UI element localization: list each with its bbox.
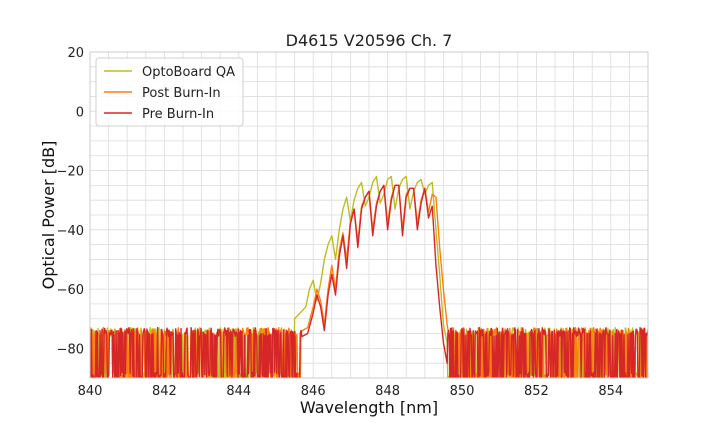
chart-title: D4615 V20596 Ch. 7 bbox=[286, 31, 453, 50]
legend-label-post-burn-in: Post Burn-In bbox=[142, 86, 221, 101]
y-tick-label: −80 bbox=[57, 342, 84, 357]
x-tick-label: 840 bbox=[78, 384, 103, 399]
y-tick-label: −20 bbox=[57, 165, 84, 180]
y-tick-label: −60 bbox=[57, 283, 84, 298]
plot-frame bbox=[89, 51, 649, 379]
x-tick-label: 842 bbox=[152, 384, 177, 399]
y-axis-label: Optical Power [dB] bbox=[39, 141, 58, 290]
x-ticks: 840 842 844 846 848 850 852 854 bbox=[78, 384, 624, 399]
x-tick-label: 852 bbox=[524, 384, 549, 399]
y-tick-label: −40 bbox=[57, 224, 84, 239]
x-tick-label: 844 bbox=[226, 384, 251, 399]
legend: OptoBoard QA Post Burn-In Pre Burn-In bbox=[95, 57, 244, 127]
y-ticks: 20 0 −20 −40 −60 −80 bbox=[57, 46, 84, 357]
x-tick-label: 854 bbox=[598, 384, 623, 399]
x-tick-label: 848 bbox=[375, 384, 400, 399]
legend-box bbox=[95, 57, 244, 127]
legend-label-optoboard-qa: OptoBoard QA bbox=[142, 65, 235, 80]
x-tick-label: 850 bbox=[450, 384, 475, 399]
x-tick-label: 846 bbox=[301, 384, 326, 399]
y-tick-label: 0 bbox=[76, 105, 84, 120]
legend-label-pre-burn-in: Pre Burn-In bbox=[142, 107, 214, 122]
x-axis-label: Wavelength [nm] bbox=[300, 398, 438, 417]
y-tick-label: 20 bbox=[67, 46, 84, 61]
series-line-pre-burn-in bbox=[90, 184, 648, 378]
